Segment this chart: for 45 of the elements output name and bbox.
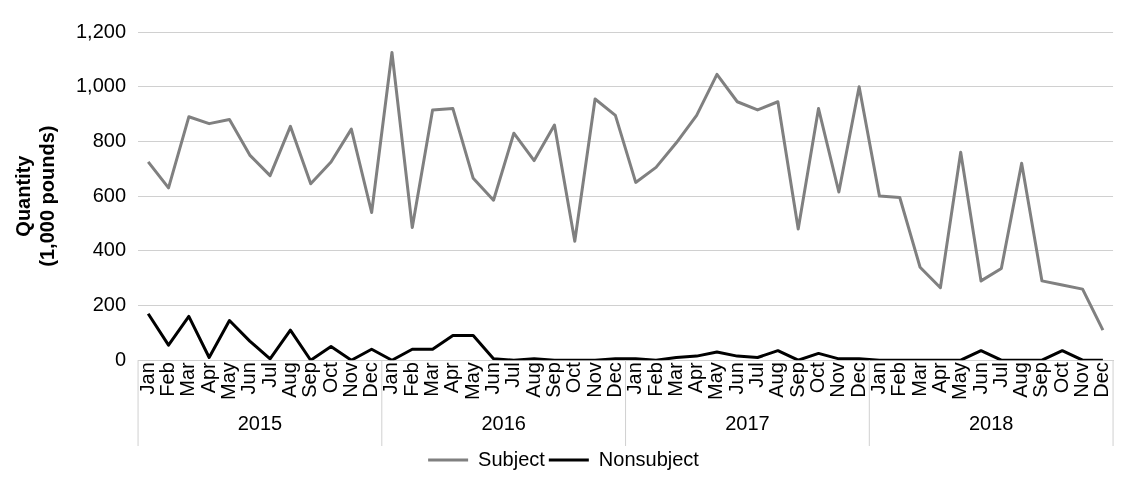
legend-label: Subject [478, 447, 546, 470]
x-tick-label: Jul [501, 362, 524, 388]
y-tick-label: 0 [114, 347, 127, 370]
text: 2015 [237, 411, 283, 434]
x-tick-label: Jan [866, 362, 889, 395]
x-tick-label: Feb [643, 362, 666, 397]
x-tick-label: Nov [582, 362, 605, 398]
x-tick-label: Apr [927, 361, 950, 394]
y-tick-label: 1,200 [75, 19, 127, 42]
x-tick-label: Jul [988, 362, 1011, 388]
text: 2018 [968, 411, 1014, 434]
x-tick-label: Aug [1009, 362, 1032, 398]
y-tick-label: 200 [92, 293, 127, 316]
y-axis-title: Quantity (1,000 pounds) [11, 125, 58, 267]
legend-label: Nonsubject [598, 447, 700, 470]
x-tick-label: Dec [602, 362, 625, 398]
x-tick-label: Mar [663, 361, 686, 397]
x-tick-label: Nov [1070, 362, 1093, 398]
x-tick-label: Jan [623, 362, 646, 395]
x-tick-label: Nov [338, 362, 361, 398]
x-tick-label: Feb [887, 362, 910, 397]
x-tick-label: Apr [684, 361, 707, 394]
x-tick-label: Mar [176, 361, 199, 397]
x-tick-label: Apr [196, 361, 219, 394]
x-tick-label: Feb [156, 362, 179, 397]
y-tick-label: 400 [92, 238, 127, 261]
x-tick-label: Nov [826, 362, 849, 398]
x-tick-label: Jul [257, 362, 280, 388]
text: 2017 [725, 411, 770, 434]
y-tick-label: 1,000 [75, 74, 127, 97]
x-tick-label: Apr [440, 361, 463, 394]
x-tick-label: Dec [359, 362, 382, 398]
x-tick-label: Jan [135, 362, 158, 395]
y-tick-label: 800 [92, 128, 127, 151]
x-tick-label: Dec [1090, 362, 1113, 398]
x-tick-label: Mar [907, 361, 930, 397]
y-tick-label: 600 [92, 183, 127, 206]
x-tick-label: Aug [765, 362, 788, 398]
x-tick-label: Mar [420, 361, 443, 397]
text: 2016 [481, 411, 526, 434]
x-tick-label: Dec [846, 362, 869, 398]
x-tick-label: Feb [399, 362, 422, 397]
x-tick-label: Aug [277, 362, 300, 398]
x-tick-label: Jan [379, 362, 402, 395]
x-tick-label: Jul [745, 362, 768, 388]
